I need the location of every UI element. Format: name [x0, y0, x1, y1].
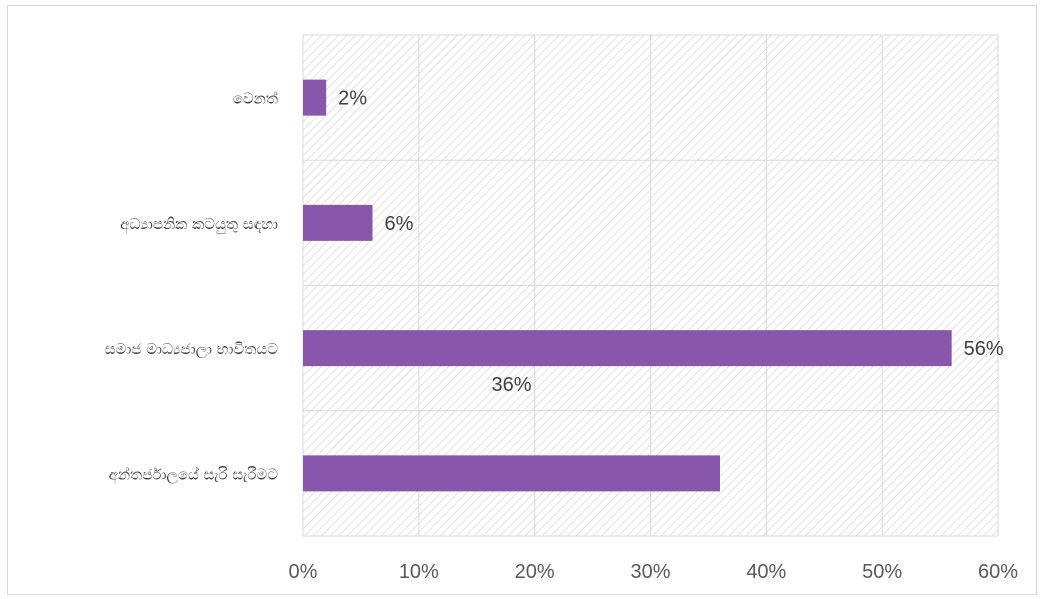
x-tick-label: 60%	[978, 561, 1018, 583]
gridlines	[302, 34, 999, 537]
x-tick-label: 40%	[746, 561, 786, 583]
data-label: 56%	[964, 338, 1004, 360]
category-label: අන්තර්ජාලයේ සැරි සැරීමට	[109, 465, 279, 484]
bar	[303, 79, 327, 116]
data-label: 6%	[385, 213, 414, 235]
x-tick-label: 20%	[515, 561, 555, 583]
bar	[303, 204, 373, 241]
bars	[303, 79, 952, 492]
x-tick-label: 30%	[630, 561, 670, 583]
x-tick-label: 10%	[399, 561, 439, 583]
bar	[303, 455, 720, 492]
category-label: සමාජ මාධ්‍යජාලා භාවිතයට	[105, 340, 278, 358]
category-label: අධ්‍යාපනික කටයුතු සඳහා	[120, 215, 278, 234]
bar	[303, 330, 952, 367]
category-label: වෙනත්	[233, 89, 278, 107]
x-tick-label: 50%	[862, 561, 902, 583]
x-tick-label: 0%	[289, 561, 318, 583]
labels: 0% 10% 20% 30% 40% 50% 60% වෙනත් 2% අධ්‍යාපනික කට…	[105, 88, 1018, 583]
data-label: 2%	[338, 88, 367, 110]
data-label: 36%	[491, 374, 531, 396]
